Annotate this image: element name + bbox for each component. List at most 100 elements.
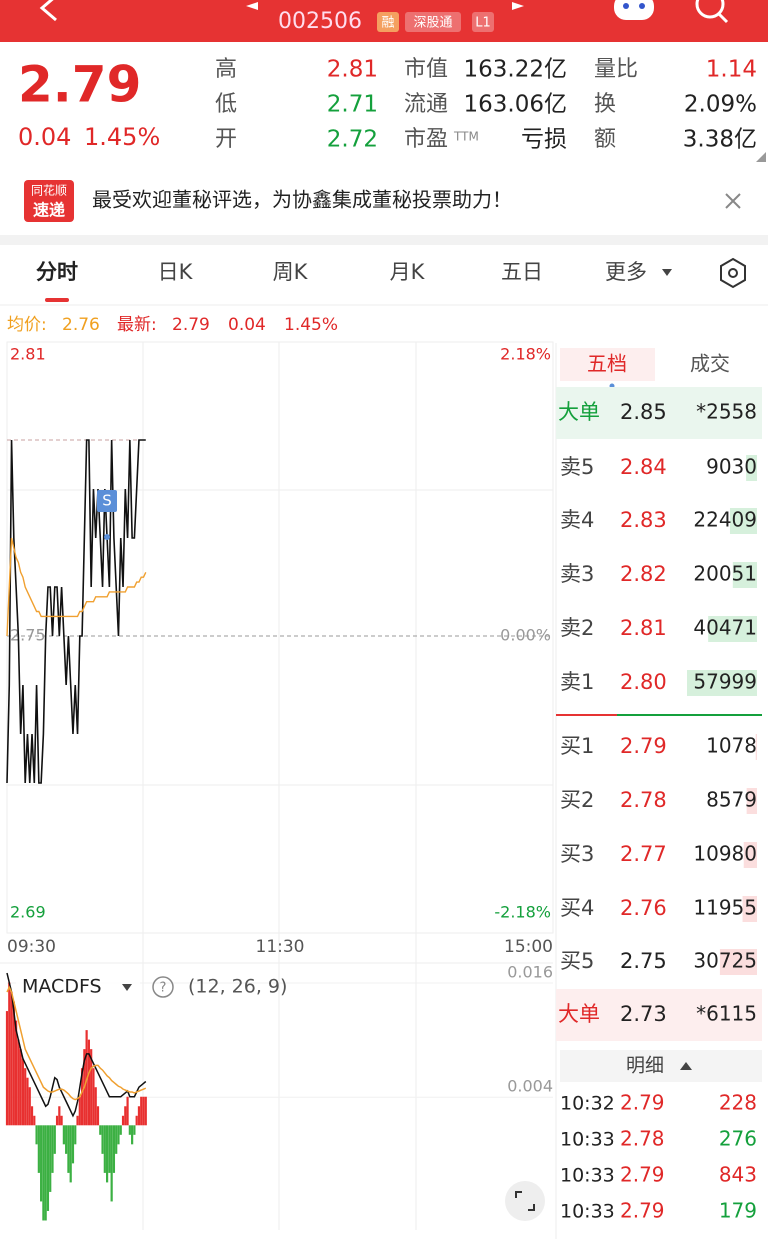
book-volume: *6115 [696,1002,757,1026]
tab[interactable]: 五日 [501,260,543,284]
trade-time: 10:33 [560,1129,615,1151]
indicator-name[interactable]: MACDFS [22,976,102,998]
signal-marker [97,490,117,512]
macd-bar [46,1125,50,1211]
macd-bar [90,1049,93,1126]
volume-bar [742,896,757,922]
trade-time: 10:33 [560,1165,615,1187]
trade-time: 10:33 [560,1201,615,1223]
last-label: 最新: [117,315,157,335]
macd-bar [78,1096,81,1126]
badge [377,12,399,32]
book-tab[interactable]: 五档 [587,352,627,376]
macd-bar [115,1125,118,1154]
macd-bar [42,1125,45,1221]
search-handle [717,12,729,24]
trade-price: 2.79 [620,1199,665,1223]
last-value: 2.79 [172,315,210,335]
macd-bar [110,1125,113,1202]
book-price: 2.77 [620,842,667,866]
fullscreen-button[interactable] [505,1181,545,1221]
macd-bar [35,1125,38,1145]
book-label: 卖3 [560,562,594,586]
macd-bar [40,1125,43,1202]
book-price: 2.82 [620,562,667,586]
stock-code: 002506 [278,9,362,34]
stat-label: 市盈 [404,127,448,152]
stat-label: 流通 [404,92,448,117]
indicator-select[interactable] [16,972,140,1002]
book-price: 2.73 [620,1002,667,1026]
macd-bar [101,1125,104,1154]
macd-bar [121,1115,125,1126]
book-price: 2.84 [620,455,667,479]
trades-caret [680,1062,692,1070]
book-price: 2.81 [620,616,667,640]
macd-bar [103,1125,106,1173]
volume-bar [708,616,757,642]
book-label: 买2 [560,788,594,812]
macd-bar [67,1125,70,1173]
banner-logo-text: 速递 [33,201,65,220]
next-arrow[interactable] [512,2,524,10]
tab[interactable]: 月K [390,260,426,284]
stat-label: 量比 [594,57,638,82]
help-circle[interactable] [152,976,174,998]
price-line [6,439,146,784]
book-volume: 10980 [693,842,757,866]
y-tick-label: 0.016 [507,963,553,982]
book-label: 买1 [560,734,594,758]
stat-value: 2.71 [327,92,378,118]
book-tab[interactable]: 成交 [690,352,730,376]
avg-value: 2.76 [62,315,100,335]
volume-bar [746,788,757,814]
robot-eye [639,3,645,9]
book-volume: 9030 [706,455,757,479]
book-volume: 11955 [693,896,757,920]
prev-arrow[interactable] [246,2,258,10]
macd-bar [30,1106,34,1126]
book-price: 2.85 [620,400,667,424]
y-tick-label: 0.004 [507,1077,553,1096]
trades-header[interactable]: 明细 [626,1055,664,1077]
stat-value: 2.81 [327,57,378,83]
volume-bar [729,508,757,534]
book-label: 卖2 [560,616,594,640]
book-label: 买3 [560,842,594,866]
stat-value: 2.72 [327,127,378,153]
macd-bar [60,1115,63,1126]
stat-label-sup: TTM [453,130,479,144]
stat-value: 亏损 [521,127,567,153]
macd-bar [124,1106,127,1126]
x-tick-label: 11:30 [256,937,305,957]
book-price: 2.75 [620,949,667,973]
y-tick-label: 2.69 [10,903,46,922]
trade-price: 2.79 [620,1163,665,1187]
badge [405,12,461,32]
y-tick-label: 2.81 [10,345,46,364]
indicator-caret [122,984,132,991]
macd-bar [33,1115,36,1126]
book-label: 买4 [560,896,594,920]
stat-value: 2.09% [684,92,757,118]
macd-bar [131,1125,134,1145]
settings-icon[interactable] [720,257,746,289]
indicator-params: (12, 26, 9) [188,976,287,998]
tab[interactable]: 更多 [605,260,647,284]
trade-volume: 228 [719,1091,757,1115]
stat-label: 换 [594,92,616,117]
book-volume: 40471 [693,616,757,640]
macd-bar [92,1068,95,1126]
robot-icon[interactable] [614,0,654,20]
tab[interactable]: 日K [158,260,194,284]
search-icon[interactable] [695,0,725,19]
tab[interactable]: 分时 [36,260,78,284]
banner-text[interactable]: 最受欢迎董秘评选，为协鑫集成董秘投票助力！ [92,188,512,212]
book-volume: 1078 [706,734,757,758]
back-button[interactable] [39,0,57,22]
trade-volume: 179 [719,1199,757,1223]
book-label: 卖5 [560,455,594,479]
book-label: 买5 [560,949,594,973]
banner-close[interactable] [725,193,741,209]
tab[interactable]: 周K [273,260,309,284]
